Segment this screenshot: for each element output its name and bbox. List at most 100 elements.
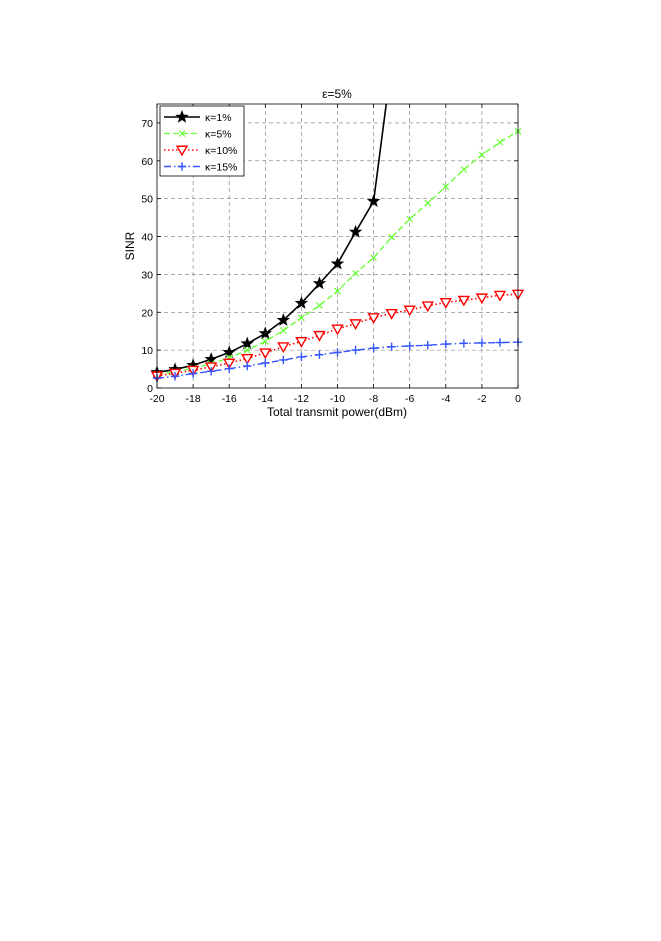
x-tick-label: -14 [258,393,273,405]
data-point [496,138,504,146]
data-point [243,346,251,354]
data-point [406,215,414,223]
data-point [312,276,327,290]
x-tick-label: -4 [441,393,450,405]
data-point [206,367,216,376]
y-tick-label: 0 [147,383,153,395]
legend-marker [178,130,186,137]
data-point [424,199,432,207]
data-point [348,224,363,238]
data-point [258,326,273,340]
series-line [156,341,519,379]
data-point [475,293,489,305]
x-tick-label: -16 [222,393,237,405]
data-point [297,352,306,362]
axis-ticks: -20 -18 -16 -14 -12 -10 -8 -6 -4 -2 00102030405060… [141,104,521,405]
data-point [316,302,323,309]
series-line [156,293,519,377]
data-point [313,330,326,342]
data-point [204,352,218,365]
legend-marker [175,109,189,123]
data-point [315,350,324,359]
x-tick-label: -2 [477,393,486,405]
series-1 [150,103,388,379]
x-tick-label: -20 [149,393,164,405]
data-point [243,361,252,371]
data-point [349,319,362,331]
y-tick-label: 10 [141,345,153,357]
legend-item: κ=10% [164,145,237,157]
data-point [331,324,344,336]
data-point [459,339,469,348]
data-point [294,296,309,309]
x-tick-label: -6 [405,393,414,405]
data-point [222,345,236,359]
y-tick-label: 70 [141,118,153,130]
data-point [423,341,432,350]
y-tick-label: 30 [141,269,153,281]
data-point [405,341,414,351]
data-point [351,345,360,355]
data-point [334,287,341,295]
x-tick-label: 0 [515,393,521,405]
chart-title: ε=5% [322,87,352,101]
data-point [387,342,396,351]
x-axis-label: Total transmit power(dBm) [267,405,407,419]
y-axis-label: SINR [123,231,137,260]
data-point [493,290,507,302]
data-point [403,305,416,317]
y-tick-label: 60 [141,156,153,168]
data-point [367,313,380,324]
data-point [385,308,398,320]
data-point [261,337,269,345]
data-point [261,358,270,368]
data-point [457,295,471,307]
data-point [225,364,234,373]
legend-label: κ=15% [205,162,237,174]
data-point [222,358,236,370]
x-tick-label: -8 [369,393,378,405]
data-point [441,339,450,349]
x-tick-label: -12 [294,393,309,405]
legend-item: κ=15% [164,162,237,174]
x-tick-label: -18 [186,393,201,405]
x-tick-label: -10 [330,393,345,405]
data-point [295,336,308,348]
y-tick-label: 50 [141,194,153,206]
data-point [279,327,287,334]
legend: κ=1% κ=5% κ=10% κ=15% [159,105,245,177]
data-point [188,369,198,378]
data-point [388,233,396,241]
data-point [439,297,453,309]
data-point [170,372,180,381]
data-point [297,314,305,322]
grid-lines [157,104,518,388]
data-point [366,194,381,208]
data-point [442,183,450,190]
series-3 [150,289,525,383]
legend-label: κ=5% [205,129,232,141]
legend-item: κ=1% [164,109,232,124]
data-point [330,256,345,270]
data-point [333,348,342,357]
data-point [421,301,434,313]
data-point [478,151,486,159]
data-point [460,166,468,173]
data-point [241,354,254,365]
data-point [477,338,487,348]
legend-label: κ=1% [205,112,232,124]
data-point [369,344,378,353]
data-point [259,348,272,360]
data-point [370,254,378,262]
data-point [276,313,291,326]
legend-marker [175,145,189,157]
data-point [277,342,290,354]
y-tick-label: 40 [141,232,153,244]
legend-item: κ=5% [164,129,232,141]
legend-label: κ=10% [205,145,237,157]
data-point [240,336,254,350]
legend-marker [177,162,187,171]
y-tick-label: 20 [141,307,153,319]
data-point [495,338,505,347]
